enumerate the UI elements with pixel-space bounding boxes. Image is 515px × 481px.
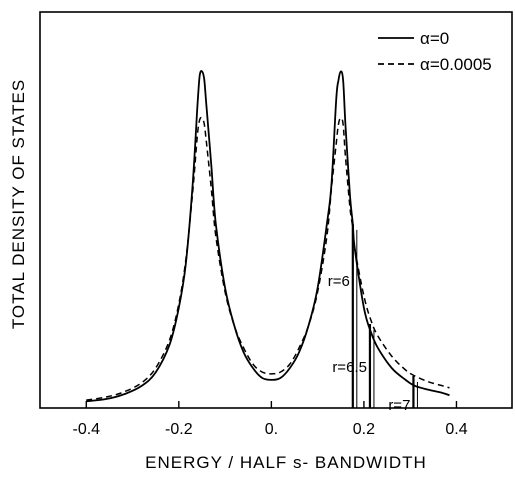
plot-frame	[39, 11, 513, 409]
series-line-dashed	[86, 116, 450, 401]
annotations-layer: r=6 r=6.5 r=7	[328, 223, 418, 414]
series-line-solid	[86, 70, 450, 403]
x-axis-label: ENERGY / HALF s- BANDWIDTH	[145, 453, 427, 472]
x-tick-label: 0.	[265, 421, 278, 438]
series-layer	[86, 70, 450, 403]
x-tick-label: 0.4	[445, 421, 467, 438]
cutoff-label: r=6.5	[332, 359, 367, 376]
legend-label: α=0	[420, 29, 449, 48]
x-ticks: -0.4 -0.2 0. 0.2 0.4	[72, 401, 468, 438]
cutoff-label: r=6	[328, 273, 350, 290]
cutoff-label: r=7	[388, 397, 410, 414]
legend-label: α=0.0005	[420, 55, 492, 74]
legend: α=0 α=0.0005	[378, 29, 492, 74]
x-tick-label: 0.2	[353, 421, 375, 438]
y-axis-label: TOTAL DENSITY OF STATES	[9, 79, 28, 329]
x-tick-label: -0.4	[72, 421, 100, 438]
x-tick-label: -0.2	[165, 421, 193, 438]
